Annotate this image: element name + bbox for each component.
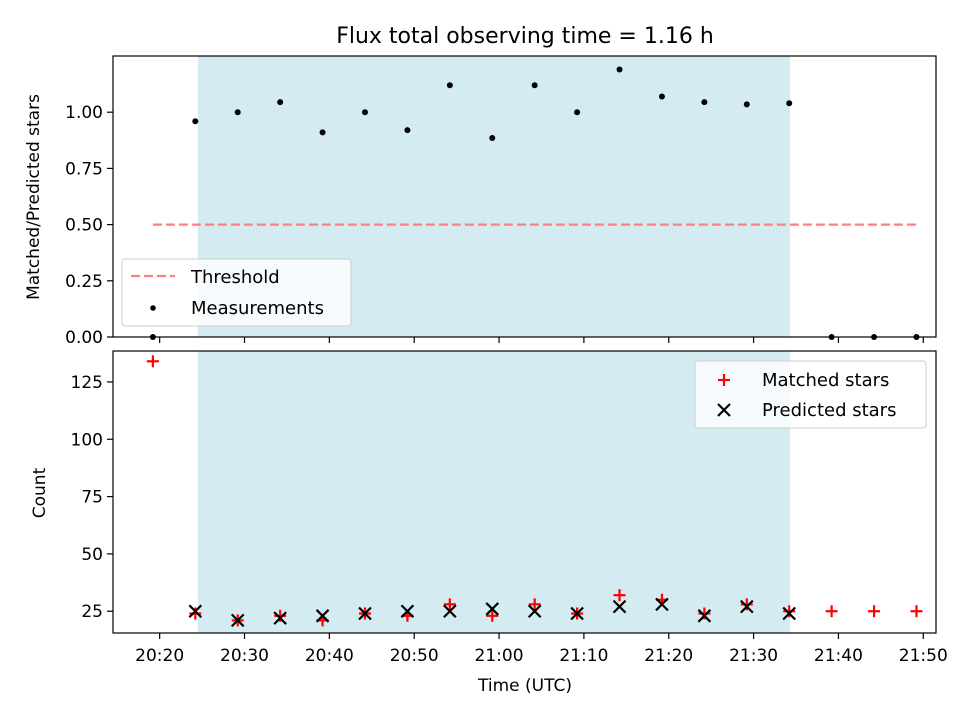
measurement-point (701, 99, 708, 106)
matched-stars-point (613, 589, 626, 602)
x-tick-label: 21:40 (814, 646, 863, 666)
legend-predicted-label: Predicted stars (762, 400, 896, 421)
predicted-stars-point (358, 606, 372, 621)
y-tick-label: 75 (81, 488, 103, 508)
x-tick-label: 20:20 (135, 646, 184, 666)
matched-stars-point (274, 609, 287, 622)
chart-title: Flux total observing time = 1.16 h (336, 24, 714, 49)
count-panel-frame (112, 350, 937, 634)
matched-stars-point (783, 605, 796, 618)
count-legend: Matched stars Predicted stars (694, 360, 927, 429)
ratio-y-axis-label: Matched/Predicted stars (24, 94, 44, 300)
measurement-point (658, 93, 665, 100)
measurement-point (616, 66, 623, 73)
measurement-point (234, 109, 241, 116)
x-tick-label: 21:30 (729, 646, 778, 666)
matched-stars-point (698, 607, 711, 620)
predicted-stars-point (697, 609, 712, 623)
predicted-stars-point (570, 606, 584, 621)
measurement-point (743, 101, 750, 108)
legend-matched-swatch (718, 374, 730, 386)
predicted-stars-point (485, 602, 500, 616)
count-legend-box (694, 360, 927, 429)
x-tick-label: 21:50 (899, 646, 948, 666)
predicted-stars-point (400, 604, 415, 618)
predicted-stars-point (188, 604, 203, 618)
legend-matched-label: Matched stars (762, 370, 889, 391)
matched-stars-point (146, 355, 159, 368)
legend-threshold-label: Threshold (190, 267, 280, 288)
matched-stars-point (443, 598, 456, 611)
y-tick-label: 0.75 (65, 159, 103, 179)
matched-stars-point (740, 598, 753, 611)
predicted-stars-point (230, 613, 245, 628)
matched-stars-point (910, 605, 923, 618)
ratio-panel-frame (112, 55, 937, 338)
legend-predicted-swatch (717, 403, 731, 417)
legend-measurements-swatch (150, 305, 156, 311)
matched-stars-point (486, 609, 499, 622)
predicted-stars-point (315, 609, 330, 623)
measurement-point (404, 127, 411, 134)
measurement-point (361, 109, 368, 116)
matched-stars-point (189, 607, 202, 620)
y-tick-label: 0.00 (65, 328, 103, 348)
count-panel: 25 50 75 100 125 20:20 20:30 20:40 20:50 21:00 21… (30, 350, 948, 696)
x-tick-label: 20:30 (220, 646, 269, 666)
observing-window-bottom (197, 351, 791, 633)
measurement-point (277, 99, 284, 106)
x-tick-label: 21:10 (559, 646, 608, 666)
predicted-stars-point (740, 599, 754, 614)
ratio-legend: Threshold Measurements (121, 258, 352, 327)
measurement-point (574, 109, 581, 116)
measurement-point (531, 82, 538, 89)
y-tick-label: 125 (71, 373, 103, 393)
legend-measurements-label: Measurements (191, 298, 324, 319)
measurement-point (489, 135, 496, 142)
predicted-stars-point (612, 599, 627, 614)
y-tick-label: 100 (71, 430, 103, 450)
measurement-point (446, 82, 453, 89)
x-tick-label: 20:50 (390, 646, 439, 666)
y-tick-label: 1.00 (65, 103, 103, 123)
x-tick-label: 20:40 (305, 646, 354, 666)
ratio-legend-box (121, 258, 352, 327)
matched-stars-point (825, 605, 838, 618)
y-tick-label: 25 (81, 602, 103, 622)
x-axis-label: Time (UTC) (477, 676, 572, 696)
x-tick-label: 21:00 (475, 646, 524, 666)
measurement-point (786, 100, 793, 107)
matched-stars-point (528, 598, 541, 611)
predicted-stars-point (655, 597, 669, 612)
matched-stars-point (868, 605, 881, 618)
measurement-point (319, 129, 326, 136)
predicted-stars-point (273, 611, 287, 625)
measurement-point (192, 118, 199, 125)
ratio-panel: 0.00 0.25 0.50 0.75 1.00 Matched/Predicted s… (24, 55, 937, 348)
predicted-stars-point (527, 604, 542, 618)
y-tick-label: 0.50 (65, 216, 103, 236)
predicted-stars-point (782, 606, 796, 621)
predicted-stars-point (443, 604, 457, 618)
y-tick-label: 0.25 (65, 272, 103, 292)
x-tick-label: 21:20 (644, 646, 693, 666)
count-y-axis-label: Count (30, 467, 50, 518)
y-tick-label: 50 (81, 545, 103, 565)
